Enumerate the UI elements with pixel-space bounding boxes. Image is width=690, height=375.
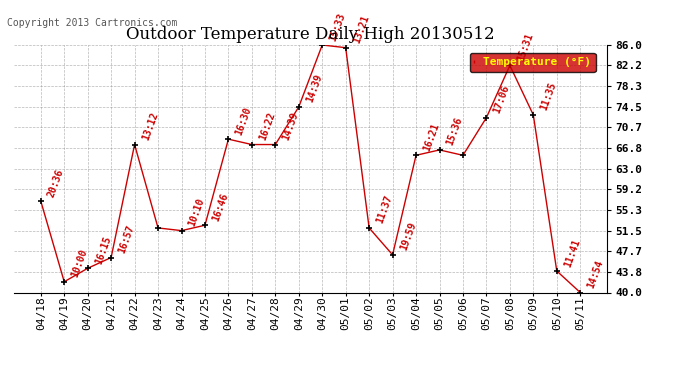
Text: 15:33: 15:33 <box>328 11 347 42</box>
Legend: Temperature (°F): Temperature (°F) <box>470 53 595 72</box>
Text: Copyright 2013 Cartronics.com: Copyright 2013 Cartronics.com <box>7 18 177 28</box>
Text: 17:06: 17:06 <box>492 84 511 115</box>
Text: 11:37: 11:37 <box>375 194 394 225</box>
Text: 13:21: 13:21 <box>351 14 371 45</box>
Text: 15:31: 15:31 <box>515 32 535 63</box>
Text: 13:12: 13:12 <box>140 111 159 142</box>
Text: 11:35: 11:35 <box>539 81 558 112</box>
Text: 16:57: 16:57 <box>117 224 136 255</box>
Text: 19:59: 19:59 <box>398 221 417 252</box>
Text: 16:21: 16:21 <box>422 122 441 153</box>
Text: 16:15: 16:15 <box>93 234 112 266</box>
Text: 14:39: 14:39 <box>304 73 324 104</box>
Text: 14:39: 14:39 <box>281 111 300 142</box>
Text: 15:36: 15:36 <box>445 116 464 147</box>
Text: 16:22: 16:22 <box>257 111 277 142</box>
Text: 11:41: 11:41 <box>562 237 582 268</box>
Text: 16:30: 16:30 <box>234 105 253 136</box>
Title: Outdoor Temperature Daily High 20130512: Outdoor Temperature Daily High 20130512 <box>126 27 495 44</box>
Text: 16:46: 16:46 <box>210 192 230 222</box>
Text: 10:00: 10:00 <box>70 248 89 279</box>
Text: 10:10: 10:10 <box>187 197 206 228</box>
Text: 20:36: 20:36 <box>46 167 66 198</box>
Text: 14:54: 14:54 <box>586 259 605 290</box>
